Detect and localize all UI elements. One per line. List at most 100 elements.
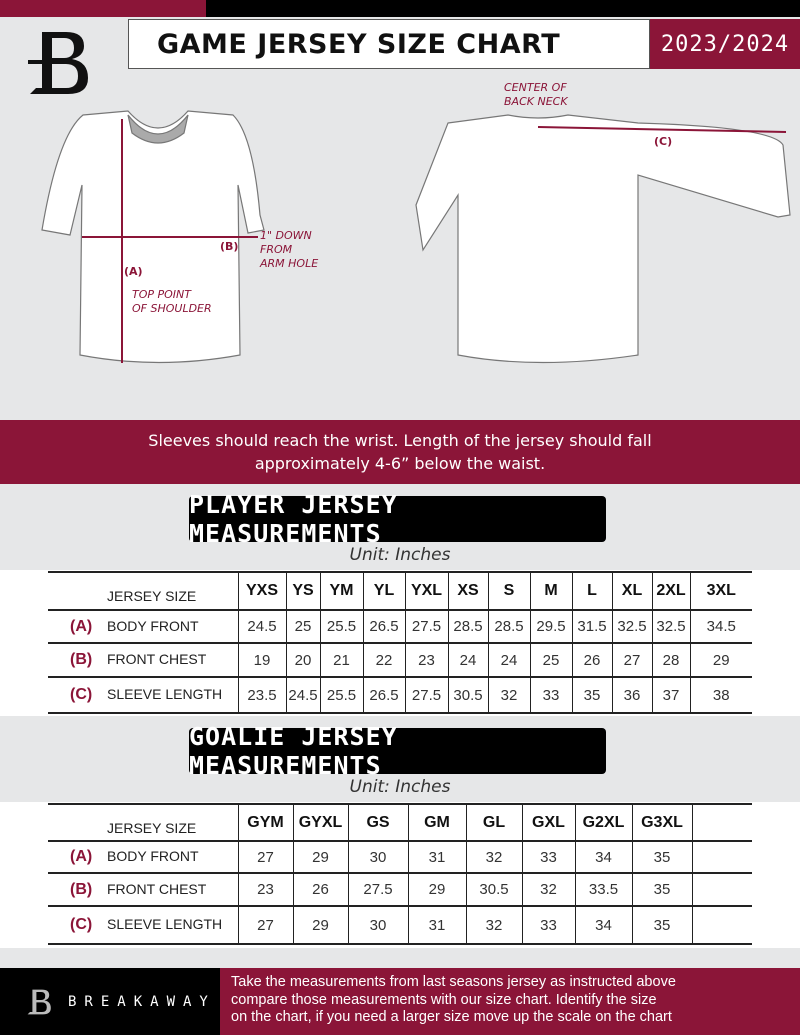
page-title: GAME JERSEY SIZE CHART [128,19,650,69]
table-cell: 31.5 [571,610,612,643]
instruction-band: Sleeves should reach the wrist. Length o… [0,420,800,484]
table-cell: 21 [319,643,363,677]
row-letter: (A) [70,848,93,865]
player-section-title: PLAYER JERSEY MEASUREMENTS [189,490,606,548]
size-header: L [571,572,612,610]
table-cell: 35 [571,677,612,713]
note-line: FROM [260,243,293,256]
table-cell: 32 [521,873,575,906]
top-accent-bar [0,0,206,17]
table-cell: 23.5 [237,677,286,713]
row-letter: (C) [70,916,93,933]
size-header: YL [362,572,405,610]
table-cell: 35 [631,873,692,906]
table-cell: 19 [237,643,286,677]
footer-line: on the chart, if you need a larger size … [231,1009,672,1025]
table-cell: 24.5 [237,610,286,643]
table-cell: 25 [529,643,572,677]
table-cell: 30.5 [465,873,522,906]
size-header: GYXL [292,804,348,841]
row-label: (C) SLEEVE LENGTH [48,677,238,713]
row-name: FRONT CHEST [107,651,207,667]
size-header: YM [319,572,363,610]
size-header: GXL [521,804,575,841]
footer-instructions: Take the measurements from last seasons … [220,968,800,1035]
size-header: XL [611,572,652,610]
table-cell: 35 [631,906,692,944]
table-cell: 30 [347,906,408,944]
table-cell: 29.5 [529,610,572,643]
table-cell: 29 [689,643,752,677]
table-cell: 26 [571,643,612,677]
table-row: (C) SLEEVE LENGTH 27 29 30 31 32 33 34 35 [48,906,752,944]
table-cell: 26 [292,873,348,906]
size-header: GL [465,804,522,841]
instruction-line: approximately 4-6” below the waist. [254,454,546,473]
label-a: (A) [124,265,143,278]
table-cell: 22 [362,643,405,677]
table-cell: 28.5 [487,610,530,643]
table-cell: 36 [611,677,652,713]
size-header: YS [285,572,320,610]
breakaway-logo-small-icon [27,989,51,1014]
footer-brand: BREAKAWAY [0,968,220,1035]
table-cell: 34 [574,841,632,873]
table-cell: 27 [237,841,293,873]
table-cell: 29 [407,873,466,906]
table-cell: 33.5 [574,873,632,906]
table-cell: 32.5 [651,610,690,643]
footer-line: Take the measurements from last seasons … [231,974,676,990]
shoulder-note: TOP POINT OF SHOULDER [132,288,212,316]
table-cell: 33 [529,677,572,713]
table-cell: 24 [487,643,530,677]
table-cell: 23 [237,873,293,906]
size-header: YXS [237,572,286,610]
row-label: (A) BODY FRONT [48,610,238,643]
player-unit: Unit: Inches [349,545,451,565]
note-line: CENTER OF [504,81,567,94]
row-letter: (B) [70,880,93,898]
size-header: S [487,572,530,610]
row-name: SLEEVE LENGTH [107,916,223,932]
table-cell: 27 [611,643,652,677]
table-cell: 27.5 [404,677,448,713]
table-cell: 25 [285,610,320,643]
table-cell: 28 [651,643,690,677]
table-row: (C) SLEEVE LENGTH 23.5 24.5 25.5 26.5 27.5 30.5… [48,677,752,713]
table-cell: 30.5 [447,677,488,713]
table-row: (B) FRONT CHEST 23 26 27.5 29 30.5 32 33.5 35 [48,873,752,906]
table-cell: 28.5 [447,610,488,643]
arm-hole-note: 1" DOWN FROM ARM HOLE [260,229,318,271]
row-label: (B) FRONT CHEST [48,873,238,906]
note-line: 1" DOWN [260,229,312,242]
table-cell: 27.5 [404,610,448,643]
row-name: SLEEVE LENGTH [107,686,223,702]
table-cell: 32.5 [611,610,652,643]
note-line: TOP POINT [132,288,191,301]
table-cell: 29 [292,906,348,944]
jersey-size-header: JERSEY SIZE [107,819,197,836]
goalie-size-table: JERSEY SIZE GYM GYXL GS GM GL GXL G2XL G3XL (A) BO… [48,803,752,945]
row-letter: (A) [70,617,93,635]
table-cell: 37 [651,677,690,713]
back-neck-note: CENTER OF BACK NECK [504,81,568,109]
size-header [691,804,752,841]
table-header-row: JERSEY SIZE GYM GYXL GS GM GL GXL G2XL G3XL [48,804,752,841]
back-jersey-drawing [415,114,791,364]
table-cell: 27.5 [347,873,408,906]
jersey-diagram [41,110,791,364]
jersey-size-header: JERSEY SIZE [107,588,197,604]
row-label: (A) BODY FRONT [48,841,238,873]
table-cell: 33 [521,906,575,944]
breakaway-logo-icon [28,32,88,94]
table-cell: 31 [407,906,466,944]
table-cell: 35 [631,841,692,873]
goalie-section-title: GOALIE JERSEY MEASUREMENTS [189,722,606,780]
row-name: FRONT CHEST [107,880,207,897]
note-line: ARM HOLE [260,257,319,270]
table-row: (B) FRONT CHEST 19 20 21 22 23 24 24 25 26 27 28 29 [48,643,752,677]
size-header: G2XL [574,804,632,841]
row-letter: (C) [70,686,93,703]
table-cell: 26.5 [362,610,405,643]
table-header-row: JERSEY SIZE YXS YS YM YL YXL XS S M L XL 2XL 3XL [48,572,752,610]
